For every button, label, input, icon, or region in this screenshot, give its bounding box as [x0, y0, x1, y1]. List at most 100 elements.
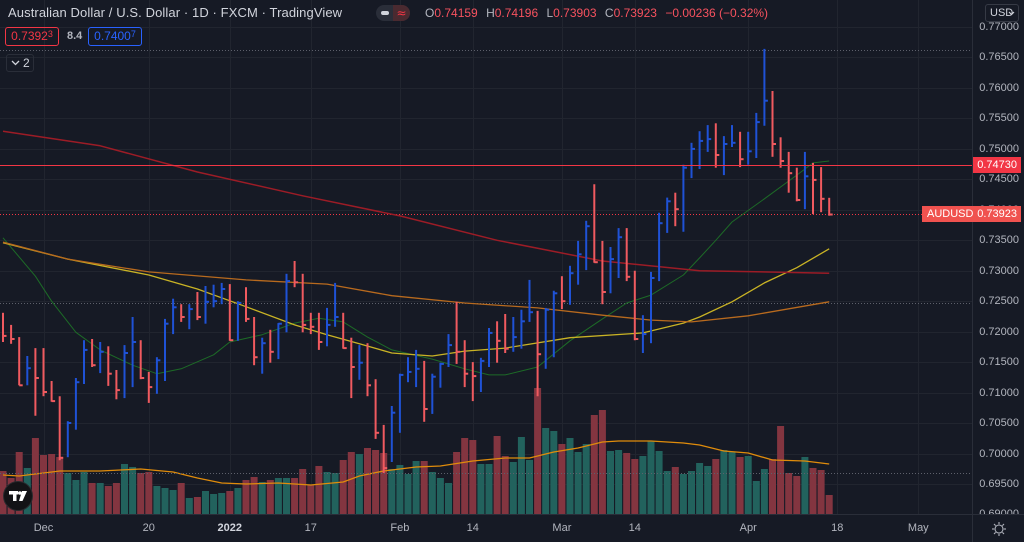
moving-average-line[interactable]: [2, 130, 830, 274]
approx-icon[interactable]: ≈: [393, 5, 410, 21]
price-bar: [585, 220, 590, 271]
chevron-down-icon: [11, 60, 20, 66]
price-bar: [220, 282, 226, 305]
price-bar: [520, 309, 525, 349]
price-bar: [479, 357, 485, 392]
price-bar: [99, 342, 104, 374]
volume-bar: [647, 441, 655, 514]
time-axis[interactable]: Dec 20 2022 17 Feb 14 Mar 14 Apr 18 May: [0, 514, 972, 542]
volume-bars: [0, 388, 833, 514]
price-bar: [18, 337, 23, 387]
chevron-down-icon: [1008, 11, 1015, 16]
price-bar: [593, 184, 598, 264]
buy-button[interactable]: 0.74007: [88, 27, 142, 46]
chart-settings-button[interactable]: [972, 514, 1024, 542]
price-bar: [569, 265, 574, 305]
price-bar: [674, 192, 679, 227]
price-bar: [536, 310, 542, 397]
price-bar: [488, 328, 493, 367]
volume-bar: [307, 485, 315, 514]
volume-bar: [291, 478, 299, 514]
sell-price: 0.7392: [11, 29, 48, 43]
time-axis-label: 14: [466, 522, 479, 534]
volume-bar: [817, 470, 825, 514]
sell-button[interactable]: 0.73923: [5, 27, 59, 46]
price-bar: [334, 282, 339, 327]
volume-bar: [112, 483, 120, 514]
currency-button[interactable]: USD: [985, 4, 1019, 22]
time-axis-label: 2022: [217, 522, 243, 534]
price-bar: [706, 125, 712, 152]
moving-average-line[interactable]: [2, 241, 830, 323]
volume-bar: [129, 467, 137, 514]
price-bar: [690, 142, 695, 179]
price-value: 0.74730: [977, 159, 1017, 171]
price-bar: [382, 424, 388, 473]
volume-bar: [688, 471, 695, 514]
price-bar: [779, 137, 785, 168]
volume-bar: [185, 498, 193, 514]
volume-bar: [809, 468, 817, 514]
price-bar: [155, 357, 161, 394]
price-bar: [714, 123, 720, 168]
open-value: 0.74159: [434, 6, 478, 20]
price-bar: [812, 162, 817, 215]
change-value: −0.00236 (−0.32%): [665, 6, 769, 20]
price-bar: [196, 292, 201, 321]
minus-icon[interactable]: [376, 5, 393, 21]
price-bar: [107, 346, 112, 386]
price-bar: [277, 322, 282, 360]
volume-bar: [64, 473, 72, 514]
time-axis-label: Dec: [33, 522, 54, 534]
volume-bar: [31, 438, 39, 514]
volume-bar: [550, 431, 558, 514]
time-axis-label: Feb: [390, 522, 410, 534]
price-value: 0.73923: [977, 208, 1017, 220]
price-bar: [188, 304, 193, 330]
volume-bar: [590, 415, 598, 514]
price-bar: [609, 247, 614, 294]
price-bar: [682, 164, 687, 232]
price-axis-label: 0.72000: [979, 325, 1019, 338]
indicators-count: 2: [23, 56, 30, 70]
volume-bar: [299, 469, 307, 514]
price-bar: [828, 197, 833, 216]
price-bar: [698, 131, 704, 169]
volume-bar: [339, 460, 347, 514]
price-bar: [771, 91, 776, 157]
volume-bar: [623, 453, 631, 514]
volume-bar: [104, 486, 112, 514]
price-axis-label: 0.71000: [979, 386, 1019, 399]
indicators-collapse-button[interactable]: 2: [6, 54, 34, 72]
moving-average-line[interactable]: [2, 242, 830, 357]
volume-bar: [202, 491, 209, 514]
price-bar: [34, 348, 39, 416]
volume-bar: [736, 457, 744, 514]
volume-bar: [404, 474, 412, 514]
volume-bar: [485, 464, 493, 514]
volume-bar: [145, 472, 153, 514]
price-chart[interactable]: [0, 0, 972, 514]
volume-bar: [509, 462, 517, 514]
volume-bar: [728, 452, 736, 514]
price-axis[interactable]: 0.77000 0.76500 0.76000 0.75500 0.75000 0.745…: [972, 0, 1024, 514]
price-bar: [10, 324, 15, 344]
price-bar: [496, 321, 501, 363]
price-axis-label: 0.69000: [979, 507, 1019, 514]
volume-bar: [40, 455, 47, 514]
price-bar: [552, 290, 558, 358]
high-value: 0.74196: [494, 6, 539, 20]
volume-bar: [631, 459, 639, 514]
volume-bar: [558, 444, 566, 514]
price-bar: [342, 312, 347, 350]
price-bar: [115, 370, 120, 400]
price-axis-label: 0.70500: [979, 417, 1019, 430]
volume-bar: [769, 459, 776, 514]
legend-toggle[interactable]: ≈: [376, 5, 410, 21]
currency-label: USD: [990, 7, 1014, 19]
tradingview-logo[interactable]: [3, 481, 33, 511]
price-bar: [722, 136, 728, 176]
volume-bar: [534, 388, 542, 514]
last-price-tag: AUDUSD 0.73923: [922, 206, 1021, 222]
symbol-title: Australian Dollar / U.S. Dollar · 1D · F…: [8, 5, 343, 20]
